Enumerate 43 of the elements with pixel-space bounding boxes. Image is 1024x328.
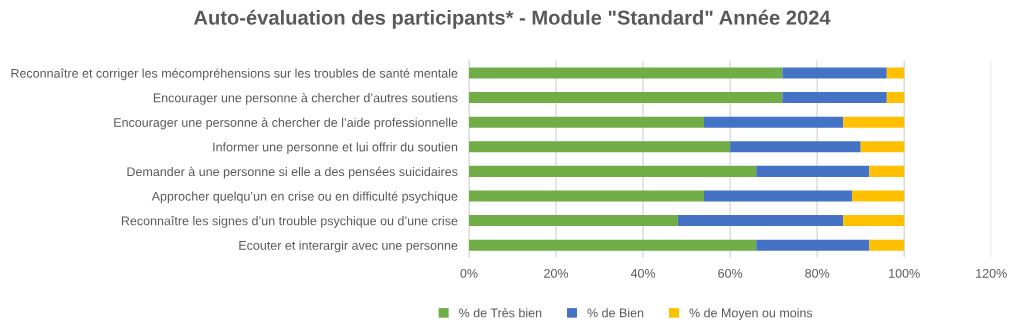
bar xyxy=(468,215,678,227)
y-tick-label: Approcher quelqu’un en crise ou en difficulté psychique xyxy=(151,191,458,204)
x-tick-label: 40% xyxy=(630,268,656,278)
chart-title: Auto-évaluation des participants* - Module "Standard" Année 2024 xyxy=(193,9,831,29)
bar xyxy=(468,239,757,251)
bar xyxy=(851,190,905,202)
x-tick-label: 0% xyxy=(460,268,478,278)
y-tick-label: Encourager une personne à chercher d’autres soutiens xyxy=(153,92,458,105)
bar xyxy=(843,116,905,128)
legend-label: % de Moyen ou moins xyxy=(689,308,813,320)
bar xyxy=(468,165,757,177)
bar xyxy=(860,141,905,153)
bar xyxy=(843,215,905,227)
x-tick-label: 80% xyxy=(805,268,830,278)
y-tick-label: Reconnaître les signes d’un trouble psychique ou d’une crise xyxy=(121,216,458,228)
bar xyxy=(756,165,870,177)
bar xyxy=(730,141,861,153)
bar xyxy=(869,239,905,251)
bar xyxy=(886,92,905,104)
bar xyxy=(704,190,852,202)
y-tick-label: Informer une personne et lui offrir du soutien xyxy=(213,142,458,154)
y-tick-label: Ecouter et interargir avec une personne xyxy=(239,240,458,253)
bar xyxy=(468,190,704,202)
bar xyxy=(468,67,783,79)
y-tick-label: Reconnaître et corriger les mécompréhensions sur les troubles de santé mentale xyxy=(11,68,458,81)
bar xyxy=(756,239,870,251)
bar xyxy=(782,67,887,79)
bar xyxy=(869,165,905,177)
legend-label: % de Bien xyxy=(587,308,644,318)
x-tick-label: 120% xyxy=(976,268,1007,278)
y-tick-label: Encourager une personne à chercher de l’aide professionnelle xyxy=(114,117,458,130)
bar xyxy=(782,92,887,104)
x-tick-label: 100% xyxy=(889,268,920,278)
bar xyxy=(886,67,905,79)
x-tick-label: 20% xyxy=(544,268,569,278)
bar xyxy=(468,92,783,104)
y-tick-label: Demander à une personne si elle a des pensées suicidaires xyxy=(127,166,458,179)
x-tick-label: 60% xyxy=(718,268,743,278)
bar xyxy=(704,116,844,128)
legend-label: % de Très bien xyxy=(459,308,542,318)
bar xyxy=(468,141,731,153)
bar xyxy=(677,215,844,227)
bar xyxy=(468,116,704,128)
